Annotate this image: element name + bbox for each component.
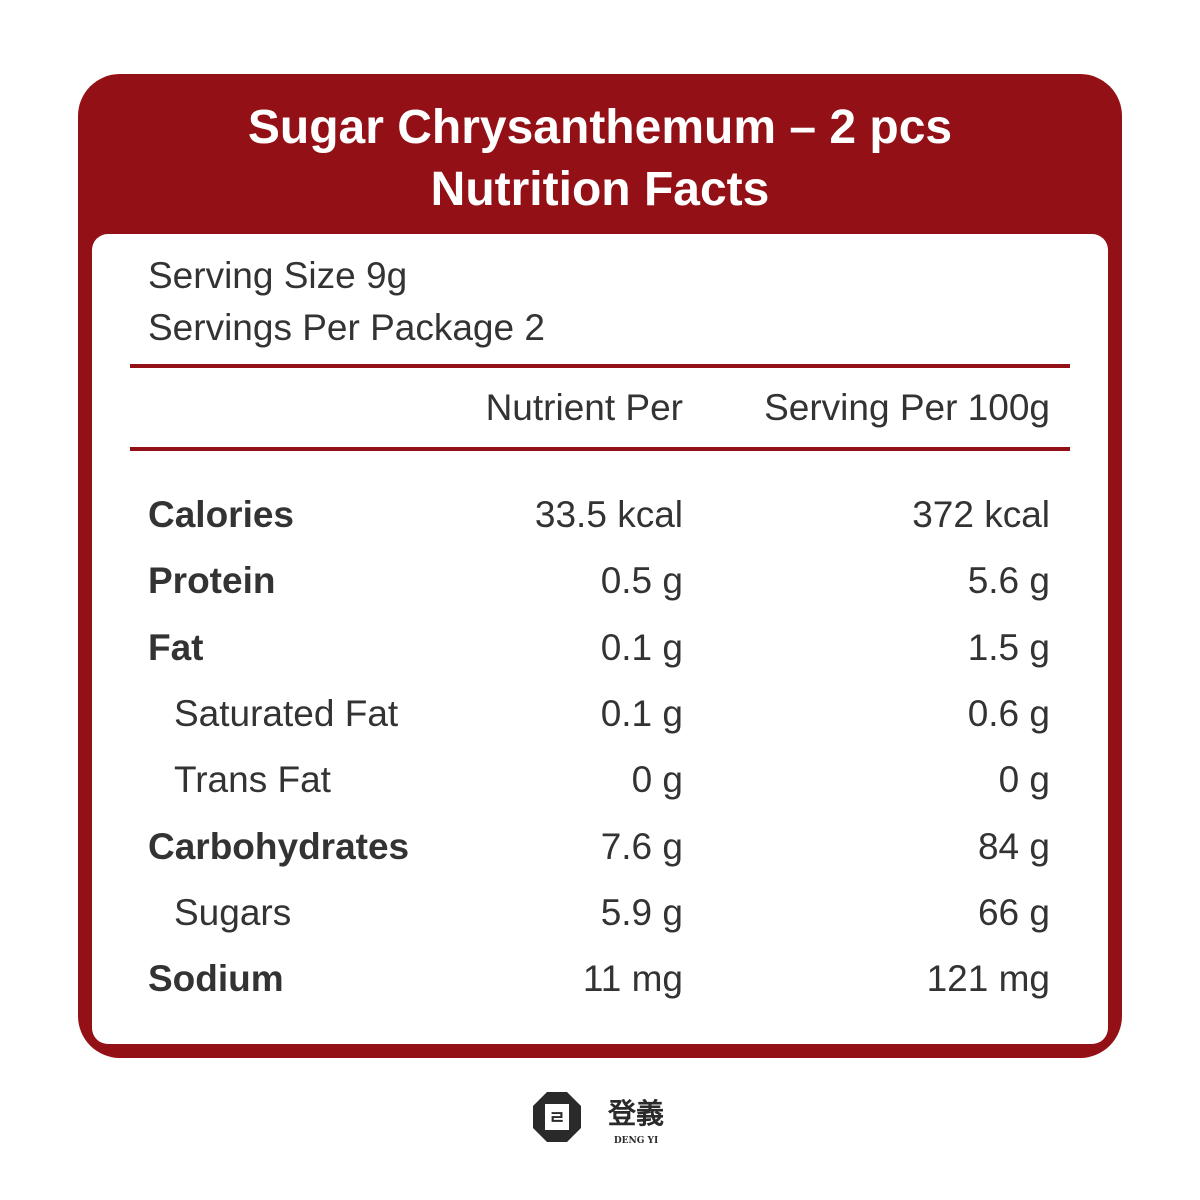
servings-per-package: Servings Per Package 2 [148, 307, 545, 348]
logo-chinese: 登義 [607, 1097, 664, 1130]
per-100g-value: 0.6 g [967, 692, 1050, 734]
per-100g-value: 66 g [977, 891, 1050, 933]
logo: ㄹ 登義 DENG YI [533, 1092, 664, 1146]
per-serving-value: 0.1 g [600, 692, 683, 734]
per-serving-value: 0.5 g [600, 560, 683, 602]
logo-icon: ㄹ [549, 1108, 566, 1128]
nutrient-name: Calories [148, 494, 295, 535]
divider [130, 364, 1070, 368]
per-serving-value: 0 g [631, 759, 683, 801]
per-serving-value: 33.5 kcal [534, 494, 683, 535]
nutrient-name: Protein [148, 560, 276, 602]
per-100g-value: 5.6 g [967, 560, 1050, 602]
title: Sugar Chrysanthemum – 2 pcs [247, 101, 953, 154]
label-body [92, 234, 1108, 1044]
per-serving-value: 0.1 g [600, 626, 683, 668]
per-100g-value: 372 kcal [912, 494, 1050, 535]
per-serving-value: 5.9 g [600, 891, 683, 933]
per-100g-value: 121 mg [926, 958, 1050, 1000]
per-serving-value: 11 mg [582, 958, 683, 1000]
nutrient-name: Sugars [174, 891, 292, 933]
logo-english: DENG YI [614, 1136, 658, 1146]
logo-icon [545, 1104, 569, 1130]
divider [130, 447, 1070, 451]
title: Nutrition Facts [430, 163, 770, 216]
per-100g-value: 84 g [977, 825, 1050, 867]
nutrient-name: Saturated Fat [174, 692, 399, 734]
nutrient-name: Carbohydrates [148, 825, 410, 867]
column-header: Nutrient Per [485, 387, 683, 428]
per-100g-value: 1.5 g [967, 626, 1050, 668]
nutrient-name: Sodium [148, 958, 284, 1000]
per-100g-value: 0 g [998, 759, 1050, 801]
column-header: Serving Per 100g [764, 387, 1050, 428]
serving-size: Serving Size 9g [148, 255, 408, 296]
nutrient-name: Fat [148, 626, 204, 668]
per-serving-value: 7.6 g [600, 825, 683, 867]
nutrient-name: Trans Fat [174, 759, 331, 801]
